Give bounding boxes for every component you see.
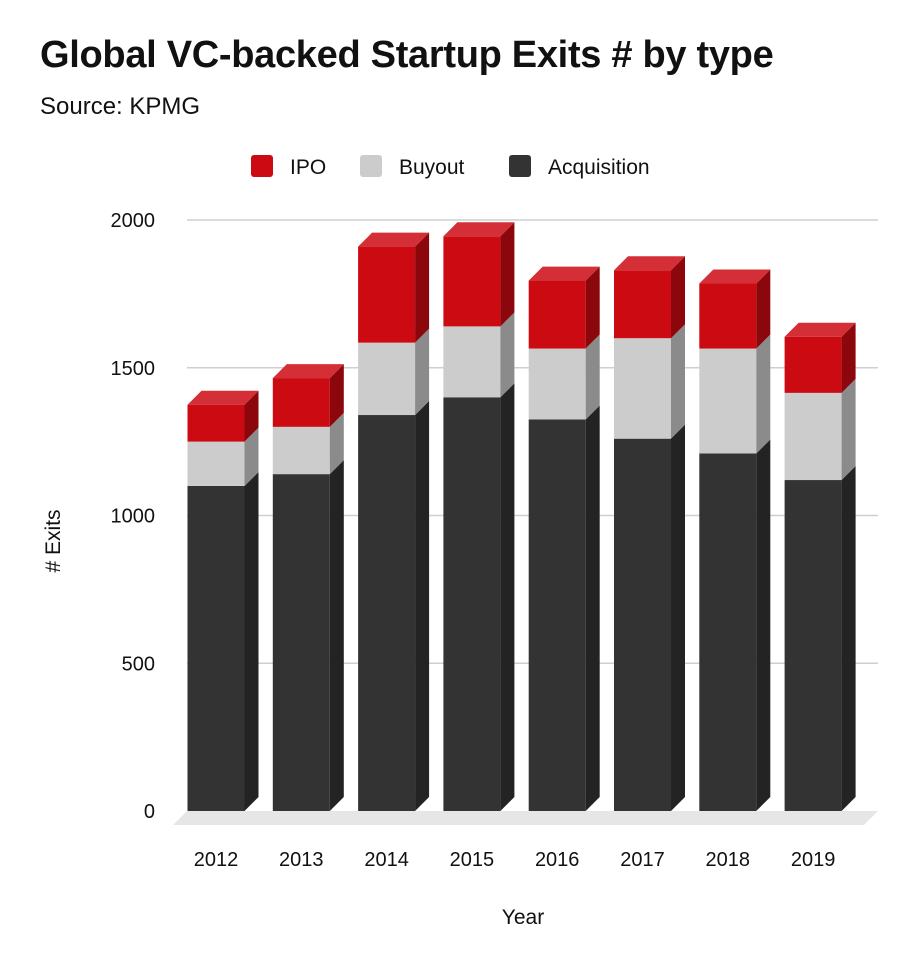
bar-segment-side [244, 390, 259, 442]
y-tick-label: 2000 [111, 210, 156, 232]
legend-item: Acquisition [509, 155, 650, 179]
chart-subtitle: Source: KPMG [40, 93, 201, 120]
bar-segment [358, 415, 416, 811]
bar-segment [443, 326, 501, 398]
legend-item: Buyout [360, 155, 465, 179]
bar-top [528, 266, 600, 281]
bar-top [784, 322, 856, 337]
chart-title: Global VC-backed Startup Exits # by type [40, 34, 774, 76]
bar-segment-side [415, 401, 430, 811]
bar-segment [699, 283, 757, 349]
bar-segment [528, 419, 586, 811]
bar-segment-side [415, 328, 430, 416]
bar-segment [614, 270, 671, 339]
y-tick-label: 1000 [111, 506, 156, 528]
bar-segment [358, 246, 416, 343]
bar-segment [784, 480, 842, 811]
legend-swatch [360, 155, 382, 177]
bar-segment-side [841, 378, 856, 481]
bar-segment-side [500, 222, 515, 327]
legend-item: IPO [251, 155, 326, 179]
legend: IPO Buyout Acquisition [251, 155, 650, 179]
x-tick-label: 2013 [279, 849, 324, 871]
bar-segment-side [585, 334, 600, 420]
bar-segment [614, 438, 671, 811]
bar-segment-side [671, 324, 685, 439]
y-axis-tick-labels: 0 500 1000 1500 2000 [111, 210, 156, 823]
bar-segment [784, 336, 842, 393]
legend-swatch [509, 155, 531, 177]
bar-segment [272, 474, 330, 811]
bar-segment [443, 236, 501, 327]
bar-segment-side [756, 269, 771, 349]
bar-segment-side [585, 266, 600, 349]
legend-label: Acquisition [548, 156, 650, 179]
bar-segment [443, 397, 501, 811]
bar-top [272, 364, 344, 379]
x-tick-label: 2019 [791, 849, 836, 871]
bar-segment-side [500, 312, 515, 398]
bar-segment-side [756, 334, 771, 454]
chart-floor [173, 811, 878, 825]
bar-segment-side [841, 466, 856, 811]
bar-segment [699, 453, 757, 811]
legend-label: IPO [290, 156, 326, 179]
bar-segment-side [329, 412, 344, 475]
bar-segment [699, 348, 757, 454]
legend-label: Buyout [399, 156, 465, 179]
bar-top [614, 256, 685, 271]
bar-segment [272, 378, 330, 427]
bar-segment-side [329, 364, 344, 427]
bar-segment [187, 485, 245, 811]
bar-segment-side [671, 424, 685, 811]
bar-segment-side [500, 383, 515, 811]
bar-top [187, 390, 259, 405]
x-tick-label: 2014 [364, 849, 409, 871]
x-tick-label: 2017 [620, 849, 665, 871]
bar-top [443, 222, 515, 237]
bar-segment-side [585, 405, 600, 811]
bar-segment-side [756, 439, 771, 811]
bar-segment [614, 338, 671, 439]
legend-swatch [251, 155, 273, 177]
bar-segment [528, 348, 586, 420]
bar-segment-side [244, 471, 259, 811]
x-tick-label: 2016 [535, 849, 580, 871]
x-tick-label: 2015 [450, 849, 495, 871]
bar-top [358, 232, 430, 247]
y-tick-label: 0 [144, 801, 155, 823]
bar-segment [528, 280, 586, 349]
y-axis-label: # Exits [42, 509, 65, 572]
x-axis-label: Year [502, 906, 544, 929]
x-axis-tick-labels: 2012 2013 2014 2015 2016 2017 2018 2019 [194, 849, 836, 871]
bar-segment [187, 404, 245, 442]
bar-segment [358, 342, 416, 416]
y-tick-label: 1500 [111, 358, 156, 380]
x-tick-label: 2018 [706, 849, 751, 871]
chart-floor-plane [173, 811, 878, 825]
y-tick-label: 500 [122, 653, 155, 675]
bar-segment-side [329, 460, 344, 811]
bars [187, 222, 856, 811]
bar-top [699, 269, 771, 284]
bar-segment [187, 441, 245, 486]
bar-segment-side [671, 256, 685, 339]
bar-segment-side [841, 322, 856, 393]
bar-segment [272, 426, 330, 475]
bar-segment-side [244, 427, 259, 486]
x-tick-label: 2012 [194, 849, 239, 871]
bar-segment-side [415, 232, 430, 343]
bar-segment [784, 392, 842, 481]
